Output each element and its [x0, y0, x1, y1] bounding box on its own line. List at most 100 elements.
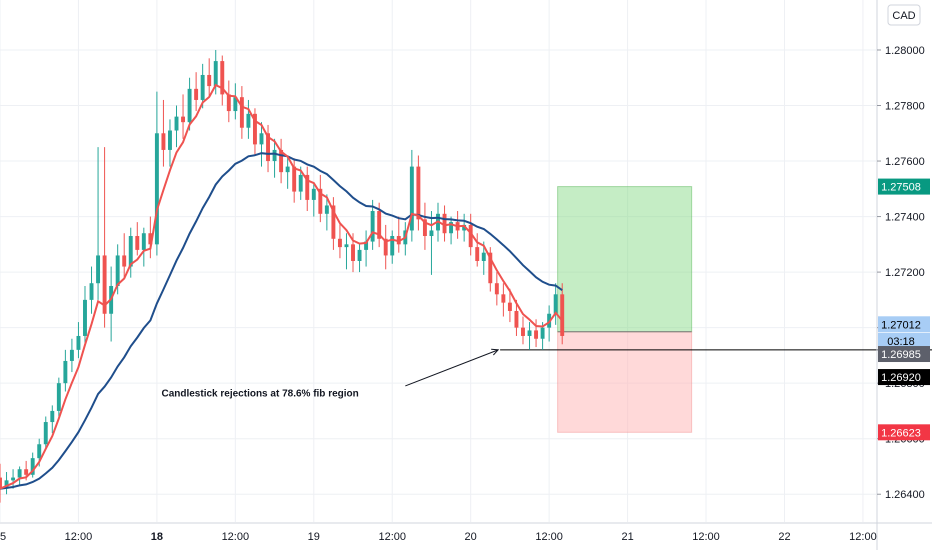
candle-body	[481, 252, 486, 261]
candle-body	[148, 233, 153, 245]
moving-averages	[0, 83, 563, 490]
candle-body	[383, 238, 388, 256]
price-label-box	[878, 369, 930, 386]
candle-body	[344, 244, 349, 248]
annotation-arrow	[405, 349, 499, 387]
candles	[0, 49, 565, 503]
x-tick-label: 12:00	[378, 531, 406, 543]
price-label: 03:18	[887, 336, 915, 348]
candle-body	[115, 255, 120, 286]
candle-body	[390, 236, 395, 256]
price-label: 1.26623	[881, 427, 921, 439]
candle-body	[272, 149, 277, 162]
candle-body	[462, 224, 467, 231]
candle-body	[514, 310, 519, 328]
candle-body	[233, 97, 238, 112]
arrow-head	[491, 348, 500, 356]
price-label: 1.26920	[881, 372, 921, 384]
candle-body	[246, 113, 251, 128]
annotation-layer: Candlestick rejections at 78.6% fib regi…	[161, 348, 500, 399]
candle-body	[475, 247, 480, 261]
candle-body	[56, 383, 61, 411]
candle-body	[220, 61, 225, 95]
candle-body	[501, 294, 506, 303]
candle-body	[76, 335, 81, 350]
ema-slow-line	[0, 152, 563, 490]
candle-body	[337, 238, 342, 248]
x-tick-label: 12:00	[535, 531, 563, 543]
candle-body	[305, 174, 310, 200]
candle-body	[259, 133, 264, 145]
candle-body	[128, 236, 133, 267]
candle-body	[507, 302, 512, 311]
candle-body	[187, 88, 192, 123]
price-label-box	[878, 316, 930, 333]
y-tick-label: 1.27800	[885, 101, 925, 113]
currency-badge	[887, 4, 921, 26]
candle-body	[252, 113, 257, 145]
candle-body	[540, 327, 545, 339]
candle-body	[560, 294, 565, 336]
candle-body	[181, 116, 186, 123]
x-tick-label: 12:00	[692, 531, 720, 543]
candle-body	[357, 249, 362, 261]
candle-body	[207, 74, 212, 87]
stop-zone	[557, 331, 693, 433]
x-tick-label: 20	[465, 531, 477, 543]
y-tick-label: 1.27200	[885, 267, 925, 279]
candle-body	[285, 166, 290, 173]
candle-body	[553, 294, 558, 314]
candle-body	[292, 166, 297, 192]
candle-body	[298, 174, 303, 192]
candle-body	[422, 219, 427, 237]
candle-body	[0, 477, 2, 489]
price-label-box	[878, 424, 930, 441]
y-tick-label: 1.26400	[885, 489, 925, 501]
candle-body	[168, 130, 172, 150]
y-tick-label: 1.27600	[885, 156, 925, 168]
candle-body	[30, 458, 35, 475]
candle-body	[174, 116, 179, 131]
candle-body	[89, 283, 94, 300]
x-tick-label: 19	[308, 531, 320, 543]
price-label-box	[878, 332, 930, 349]
x-tick-label: 5	[0, 531, 6, 543]
candle-body	[24, 469, 29, 475]
candle-body	[416, 166, 421, 220]
candle-body	[449, 222, 454, 234]
candle-body	[521, 327, 525, 336]
x-tick-label: 21	[621, 531, 633, 543]
candle-body	[69, 349, 74, 361]
candle-body	[266, 133, 270, 162]
x-tick-label: 12:00	[65, 531, 93, 543]
candle-body	[324, 205, 329, 214]
target-zone	[557, 186, 693, 333]
candle-body	[488, 252, 493, 284]
candle-body	[135, 236, 140, 250]
candle-body	[161, 133, 166, 150]
candle-body	[154, 133, 159, 245]
x-tick-label: 12:00	[222, 531, 250, 543]
position-zones	[500, 186, 932, 433]
price-label: 1.27508	[881, 182, 921, 194]
y-tick-label: 1.27400	[885, 212, 925, 224]
candle-body	[429, 230, 434, 237]
price-labels: CAD 1.27508 1.27012 03:181.26985 1.26920 1.26…	[878, 4, 930, 441]
x-tick-label: 22	[778, 531, 790, 543]
candle-body	[239, 97, 244, 128]
candle-body	[377, 211, 382, 239]
y-tick-label: 1.28000	[885, 45, 925, 57]
candle-body	[96, 255, 101, 284]
currency-badge-label: CAD	[892, 10, 915, 22]
candle-body	[318, 188, 323, 214]
candle-body	[494, 283, 499, 295]
candle-body	[311, 188, 316, 200]
candle-body	[351, 244, 355, 261]
x-tick-label: 18	[151, 531, 163, 543]
candle-body	[141, 233, 146, 250]
price-label: 1.26985	[881, 349, 921, 361]
price-label: 1.27012	[881, 319, 921, 331]
